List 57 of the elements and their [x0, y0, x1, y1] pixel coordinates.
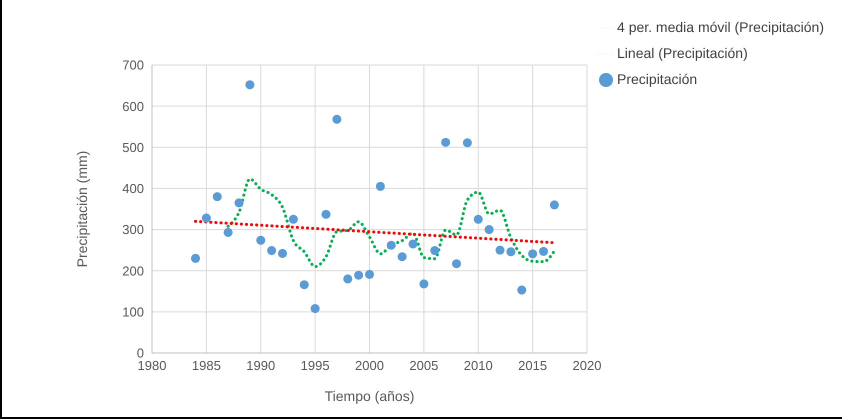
point	[419, 279, 428, 288]
point	[386, 240, 396, 250]
point	[550, 200, 559, 210]
point	[212, 192, 222, 202]
point	[474, 214, 483, 224]
x-tick-label: 1985	[192, 358, 221, 374]
point	[234, 198, 244, 208]
point	[288, 214, 298, 224]
point	[354, 270, 364, 280]
point	[408, 239, 418, 248]
y-tick-label: 0	[136, 346, 144, 361]
point	[256, 236, 266, 245]
point	[343, 274, 352, 284]
legend-label: 4 per. media móvil (Precipitación)	[617, 19, 824, 35]
line-series	[226, 177, 556, 268]
point	[462, 138, 472, 148]
point	[224, 228, 233, 237]
x-tick-label: 1995	[300, 358, 330, 374]
point	[332, 114, 342, 124]
point	[484, 225, 494, 234]
point	[517, 286, 526, 295]
point	[528, 249, 538, 258]
point	[364, 270, 374, 279]
point	[202, 214, 211, 223]
point	[267, 246, 276, 256]
point	[300, 280, 309, 290]
x-tick-label: 2015	[518, 358, 548, 374]
y-axis-title: Precipitación (mm)	[74, 150, 90, 268]
point	[321, 210, 331, 219]
x-tick-label: 2000	[355, 358, 384, 374]
x-tick-label: 2010	[464, 358, 493, 374]
y-tick-label: 400	[122, 181, 144, 196]
y-tick-label: 200	[122, 263, 144, 278]
point	[441, 138, 450, 147]
x-axis-title: Tiempo (años)	[324, 388, 414, 404]
point	[506, 247, 516, 256]
point	[496, 246, 505, 255]
x-tick-label: 1980	[138, 358, 166, 374]
x-tick-label: 2020	[572, 358, 602, 374]
x-tick-label: 1990	[246, 358, 276, 374]
point	[398, 252, 407, 262]
point	[430, 246, 440, 256]
point	[278, 248, 288, 258]
y-tick-label: 700	[122, 58, 144, 73]
x-tick-label: 2005	[409, 358, 438, 374]
y-tick-label: 500	[122, 140, 144, 155]
point	[245, 80, 254, 90]
y-tick-label: 600	[122, 98, 144, 114]
point	[190, 254, 200, 263]
y-tick-label: 300	[122, 222, 144, 238]
point	[539, 246, 548, 256]
point	[376, 182, 385, 191]
point	[452, 259, 462, 268]
y-tick-label: 100	[122, 304, 144, 320]
point	[310, 304, 320, 314]
legend-label: Lineal (Precipitación)	[617, 45, 748, 61]
legend-label: Precipitación	[617, 71, 698, 87]
